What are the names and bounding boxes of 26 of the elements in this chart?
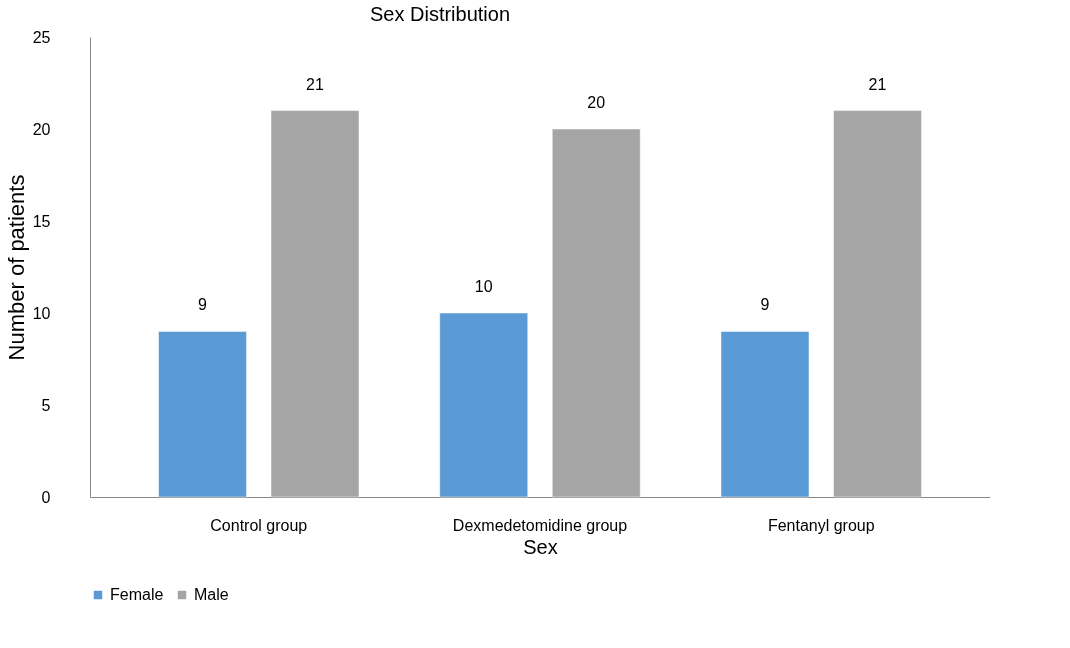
y-tick-label: 0 [41,488,51,506]
x-axis-title: Sex [523,535,558,558]
x-tick-label: Control group [210,516,308,534]
bar [552,128,641,498]
x-tick-label: Fentanyl group [767,516,875,534]
y-tick-label: 15 [32,212,51,230]
legend-label: Female [110,586,164,603]
data-label: 21 [868,75,887,93]
chart-title: Sex Distribution [369,3,511,25]
data-label: 10 [474,278,493,295]
data-label: 20 [587,94,606,111]
data-label: 9 [760,296,770,314]
bar [158,331,247,498]
data-label: 9 [198,296,208,314]
legend-label: Male [194,586,229,603]
data-label: 21 [306,75,324,93]
y-tick-label: 25 [32,28,51,46]
bar [270,110,360,498]
bar [720,331,810,498]
y-tick-label: 5 [41,396,51,414]
y-tick-label: 20 [32,120,51,138]
bar [439,312,528,498]
y-axis-title: Number of patients [3,174,29,361]
x-tick-label: Dexmedetomidine group [452,516,628,534]
bar [833,110,922,498]
y-tick-label: 10 [32,304,51,322]
